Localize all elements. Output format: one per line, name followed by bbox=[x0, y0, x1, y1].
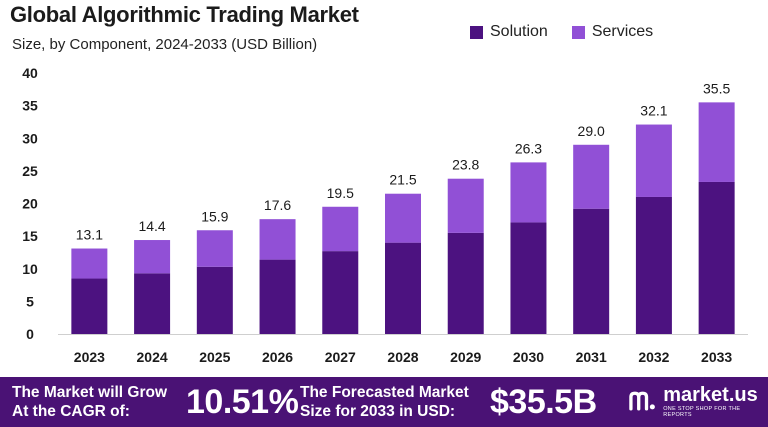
chart-title: Global Algorithmic Trading Market bbox=[10, 2, 359, 27]
market-us-logo-icon bbox=[629, 391, 655, 410]
bar-segment-solution bbox=[573, 208, 610, 334]
bar-segment-solution bbox=[698, 181, 735, 334]
x-tick-label: 2030 bbox=[513, 349, 544, 365]
legend-label-solution: Solution bbox=[490, 23, 548, 40]
x-tick-label: 2031 bbox=[576, 349, 607, 365]
bar-total-label: 13.1 bbox=[76, 227, 103, 243]
y-tick-label: 0 bbox=[26, 326, 34, 342]
y-tick-label: 35 bbox=[22, 98, 38, 114]
bar-total-label: 19.5 bbox=[327, 185, 354, 201]
bar-segment-services bbox=[322, 206, 359, 252]
bar-segment-services bbox=[447, 178, 484, 233]
stacked-bar-chart: 051015202530354013.1202314.4202415.92025… bbox=[22, 65, 748, 365]
bar-segment-services bbox=[510, 162, 547, 223]
forecast-value: $35.5B bbox=[490, 383, 597, 421]
bar-total-label: 15.9 bbox=[201, 208, 228, 224]
bar-segment-solution bbox=[385, 242, 421, 334]
bar-total-label: 32.1 bbox=[640, 103, 667, 119]
x-tick-label: 2024 bbox=[137, 349, 168, 365]
forecast-label-line-2: Size for 2033 in USD: bbox=[300, 403, 456, 420]
bar-total-label: 35.5 bbox=[703, 80, 730, 96]
y-tick-label: 10 bbox=[22, 261, 38, 277]
x-tick-label: 2023 bbox=[74, 349, 105, 365]
legend-swatch-solution bbox=[470, 25, 483, 39]
bar-total-label: 26.3 bbox=[515, 140, 542, 156]
legend: Solution Services bbox=[470, 23, 653, 41]
y-tick-label: 25 bbox=[22, 163, 38, 179]
brand-name: market.us bbox=[663, 384, 758, 406]
y-tick-label: 40 bbox=[22, 65, 38, 81]
bar-segment-solution bbox=[510, 222, 547, 334]
brand-logo[interactable]: market.us ONE STOP SHOP FOR THE REPORTS bbox=[628, 385, 768, 418]
x-tick-label: 2029 bbox=[450, 349, 481, 365]
bar-segment-services bbox=[698, 102, 735, 182]
chart-subtitle: Size, by Component, 2024-2033 (USD Billi… bbox=[12, 36, 318, 53]
bar-segment-solution bbox=[447, 232, 484, 334]
forecast-label: The Forecasted Market Size for 2033 in U… bbox=[300, 383, 469, 421]
x-tick-label: 2032 bbox=[638, 349, 669, 365]
y-tick-label: 20 bbox=[22, 196, 38, 212]
bar-total-label: 14.4 bbox=[138, 218, 165, 234]
bar-segment-services bbox=[196, 230, 233, 267]
bar-total-label: 23.8 bbox=[452, 157, 479, 173]
legend-item-solution: Solution bbox=[470, 23, 548, 41]
legend-item-services: Services bbox=[571, 23, 654, 41]
bar-segment-solution bbox=[322, 251, 359, 334]
y-tick-label: 30 bbox=[22, 130, 38, 146]
bar-segment-solution bbox=[71, 278, 108, 334]
x-tick-label: 2027 bbox=[325, 349, 356, 365]
y-tick-label: 5 bbox=[26, 293, 34, 309]
x-tick-label: 2025 bbox=[199, 349, 230, 365]
bar-segment-services bbox=[635, 124, 672, 197]
x-tick-label: 2026 bbox=[262, 349, 293, 365]
bar-segment-solution bbox=[134, 273, 171, 334]
cagr-label-line-1: The Market will Grow bbox=[12, 384, 168, 401]
bar-segment-solution bbox=[196, 266, 233, 334]
cagr-label: The Market will Grow At the CAGR of: bbox=[12, 383, 167, 421]
bar-segment-services bbox=[385, 193, 421, 243]
bar-segment-solution bbox=[259, 259, 296, 334]
bar-total-label: 29.0 bbox=[578, 123, 605, 139]
brand-tagline: ONE STOP SHOP FOR THE REPORTS bbox=[663, 406, 741, 418]
bar-total-label: 17.6 bbox=[264, 197, 291, 213]
cagr-value: 10.51% bbox=[186, 383, 299, 421]
legend-label-services: Services bbox=[591, 23, 654, 40]
forecast-label-line-1: The Forecasted Market bbox=[300, 384, 469, 401]
bar-segment-services bbox=[573, 144, 610, 209]
bar-segment-solution bbox=[635, 196, 672, 334]
footer-banner: The Market will Grow At the CAGR of: 10.… bbox=[0, 377, 768, 427]
bar-segment-services bbox=[259, 219, 296, 260]
cagr-label-line-2: At the CAGR of: bbox=[12, 403, 130, 420]
legend-swatch-services bbox=[571, 25, 585, 39]
y-tick-label: 15 bbox=[22, 228, 38, 244]
x-tick-label: 2033 bbox=[701, 349, 732, 365]
bar-total-label: 21.5 bbox=[389, 172, 416, 188]
x-tick-label: 2028 bbox=[387, 349, 418, 365]
bar-segment-services bbox=[134, 240, 171, 274]
bar-segment-services bbox=[71, 248, 108, 279]
